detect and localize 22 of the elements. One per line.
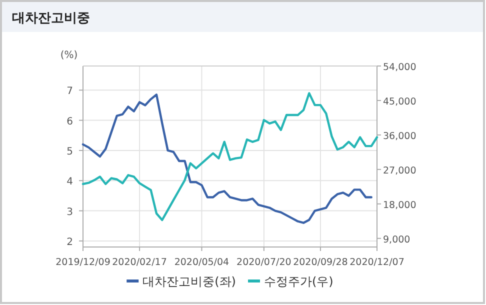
y-tick-label: 2	[66, 236, 73, 248]
legend-label: 수정주가(우)	[264, 274, 334, 288]
x-tick-label: 2020/02/17	[112, 257, 167, 268]
legend-label: 대차잔고비중(좌)	[142, 274, 236, 288]
y2-tick-label: 9,000	[383, 234, 410, 246]
y-axis-title: (%)	[60, 50, 78, 61]
x-tick-label: 2020/05/04	[174, 257, 230, 268]
y-tick-label: 6	[66, 116, 73, 128]
x-tick-label: 2020/09/28	[293, 257, 348, 268]
title: 대차잔고비중	[12, 11, 90, 26]
y2-tick-label: 27,000	[383, 165, 416, 176]
y2-tick-label: 36,000	[383, 130, 416, 142]
y2-tick-label: 18,000	[383, 200, 416, 211]
y-tick-label: 4	[66, 176, 73, 188]
y2-tick-label: 45,000	[383, 96, 416, 108]
y-tick-label: 3	[66, 206, 73, 218]
x-tick-label: 2020/12/07	[350, 257, 404, 268]
y-tick-label: 5	[66, 146, 73, 158]
y-tick-label: 7	[66, 86, 73, 98]
y2-tick-label: 54,000	[383, 62, 416, 73]
x-tick-label: 2020/07/20	[236, 257, 292, 268]
x-tick-label: 2019/12/09	[56, 257, 110, 268]
